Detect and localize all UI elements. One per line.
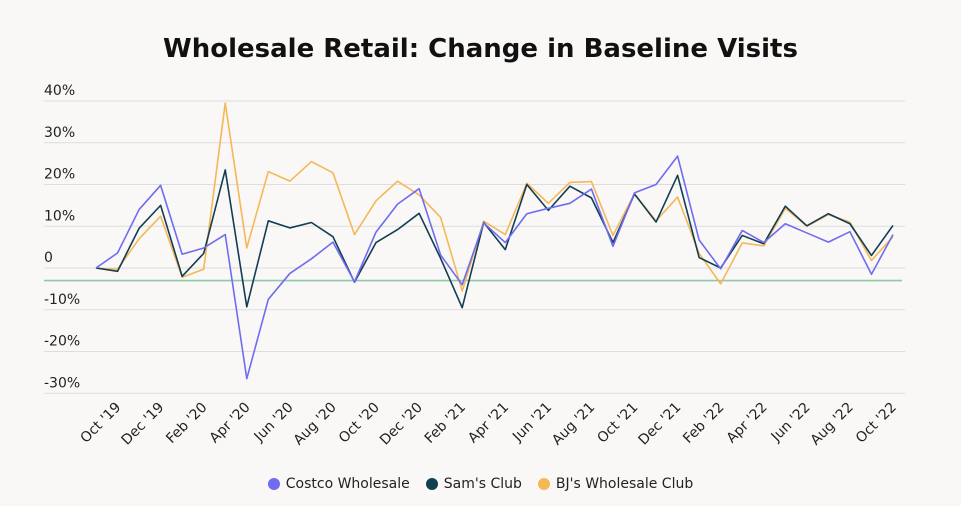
legend-swatch: [537, 478, 550, 490]
legend: Costco Wholesale Sam's Club BJ's Wholesale…: [0, 476, 961, 492]
y-tick-label: -30%: [44, 375, 80, 391]
x-tick-label: Apr '22: [724, 400, 771, 447]
x-tick-label: Oct '20: [336, 400, 383, 447]
legend-label: Costco Wholesale: [285, 476, 410, 492]
x-tick-label: Apr '21: [465, 400, 512, 447]
legend-item: Sam's Club: [425, 476, 522, 492]
x-tick-label: Oct '19: [77, 400, 124, 447]
x-tick-label: Feb '22: [680, 400, 727, 447]
x-tick-label: Apr '20: [207, 400, 254, 447]
y-tick-label: -10%: [44, 292, 80, 308]
series-line-sam-s-club: [95, 169, 894, 309]
legend-label: Sam's Club: [443, 476, 522, 492]
x-tick-label: Jun '22: [768, 400, 814, 446]
y-tick-label: 20%: [44, 167, 75, 183]
y-tick-label: 30%: [44, 125, 75, 141]
x-tick-label: Dec '19: [119, 400, 168, 449]
legend-item: BJ's Wholesale Club: [537, 476, 694, 492]
x-tick-label: Dec '21: [635, 400, 684, 449]
x-tick-label: Aug '22: [808, 400, 857, 449]
x-tick-label: Dec '20: [377, 400, 426, 449]
series-line-bj-s-wholesale-club: [95, 102, 894, 292]
y-tick-label: -20%: [44, 334, 80, 350]
y-tick-label: 0: [44, 250, 53, 266]
x-tick-label: Aug '20: [291, 400, 340, 449]
x-tick-label: Aug '21: [549, 400, 598, 449]
series-line-costco-wholesale: [95, 155, 894, 380]
legend-swatch: [267, 478, 280, 490]
x-tick-label: Feb '21: [422, 400, 469, 447]
chart-title: Wholesale Retail: Change in Baseline Vis…: [163, 34, 798, 64]
legend-item: Costco Wholesale: [267, 476, 410, 492]
x-tick-label: Oct '21: [594, 400, 641, 447]
series-lines: [95, 102, 894, 380]
x-tick-label: Feb '20: [163, 400, 210, 447]
x-tick-label: Jun '20: [251, 400, 297, 446]
x-tick-label: Jun '21: [509, 400, 555, 446]
y-tick-label: 40%: [44, 83, 75, 99]
legend-swatch: [425, 478, 438, 490]
legend-label: BJ's Wholesale Club: [555, 476, 694, 492]
x-tick-label: Oct '22: [853, 400, 900, 447]
y-tick-label: 10%: [44, 208, 75, 224]
y-axis-ticks: 40% 30% 20% 10% 0 -10% -20% -30%: [44, 83, 80, 391]
grid-lines: [44, 100, 905, 394]
